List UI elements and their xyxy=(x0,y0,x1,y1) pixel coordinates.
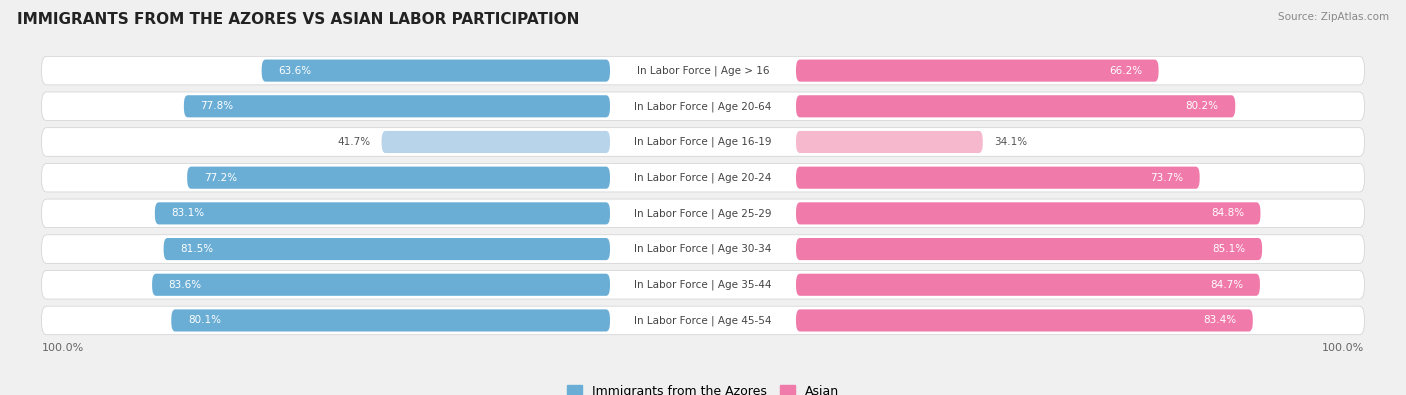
Text: In Labor Force | Age 30-34: In Labor Force | Age 30-34 xyxy=(634,244,772,254)
FancyBboxPatch shape xyxy=(796,95,1236,117)
Text: 77.2%: 77.2% xyxy=(204,173,236,182)
Text: 81.5%: 81.5% xyxy=(180,244,214,254)
FancyBboxPatch shape xyxy=(163,238,610,260)
FancyBboxPatch shape xyxy=(187,167,610,189)
Text: 83.1%: 83.1% xyxy=(172,209,204,218)
Text: IMMIGRANTS FROM THE AZORES VS ASIAN LABOR PARTICIPATION: IMMIGRANTS FROM THE AZORES VS ASIAN LABO… xyxy=(17,12,579,27)
Text: In Labor Force | Age 20-24: In Labor Force | Age 20-24 xyxy=(634,173,772,183)
FancyBboxPatch shape xyxy=(796,60,1159,82)
Text: 100.0%: 100.0% xyxy=(42,342,84,353)
Text: 83.4%: 83.4% xyxy=(1204,316,1236,325)
Text: 63.6%: 63.6% xyxy=(278,66,311,75)
FancyBboxPatch shape xyxy=(796,131,983,153)
FancyBboxPatch shape xyxy=(42,92,1364,120)
Text: 84.8%: 84.8% xyxy=(1211,209,1244,218)
FancyBboxPatch shape xyxy=(184,95,610,117)
Text: Source: ZipAtlas.com: Source: ZipAtlas.com xyxy=(1278,12,1389,22)
Text: In Labor Force | Age 25-29: In Labor Force | Age 25-29 xyxy=(634,208,772,218)
Text: In Labor Force | Age > 16: In Labor Force | Age > 16 xyxy=(637,65,769,76)
FancyBboxPatch shape xyxy=(796,309,1253,331)
Text: 73.7%: 73.7% xyxy=(1150,173,1182,182)
FancyBboxPatch shape xyxy=(42,199,1364,228)
Text: 85.1%: 85.1% xyxy=(1212,244,1246,254)
FancyBboxPatch shape xyxy=(152,274,610,296)
Text: In Labor Force | Age 35-44: In Labor Force | Age 35-44 xyxy=(634,280,772,290)
FancyBboxPatch shape xyxy=(796,238,1263,260)
FancyBboxPatch shape xyxy=(381,131,610,153)
Text: 100.0%: 100.0% xyxy=(1322,342,1364,353)
FancyBboxPatch shape xyxy=(42,235,1364,263)
Legend: Immigrants from the Azores, Asian: Immigrants from the Azores, Asian xyxy=(562,380,844,395)
FancyBboxPatch shape xyxy=(172,309,610,331)
FancyBboxPatch shape xyxy=(42,128,1364,156)
Text: In Labor Force | Age 20-64: In Labor Force | Age 20-64 xyxy=(634,101,772,111)
Text: 80.2%: 80.2% xyxy=(1185,101,1219,111)
FancyBboxPatch shape xyxy=(796,167,1199,189)
Text: 41.7%: 41.7% xyxy=(337,137,371,147)
Text: 83.6%: 83.6% xyxy=(169,280,202,290)
Text: 66.2%: 66.2% xyxy=(1109,66,1142,75)
FancyBboxPatch shape xyxy=(42,56,1364,85)
Text: 84.7%: 84.7% xyxy=(1211,280,1243,290)
FancyBboxPatch shape xyxy=(796,274,1260,296)
FancyBboxPatch shape xyxy=(155,202,610,224)
Text: In Labor Force | Age 16-19: In Labor Force | Age 16-19 xyxy=(634,137,772,147)
FancyBboxPatch shape xyxy=(262,60,610,82)
FancyBboxPatch shape xyxy=(42,164,1364,192)
FancyBboxPatch shape xyxy=(796,202,1260,224)
FancyBboxPatch shape xyxy=(42,306,1364,335)
Text: 80.1%: 80.1% xyxy=(188,316,221,325)
FancyBboxPatch shape xyxy=(42,271,1364,299)
Text: 77.8%: 77.8% xyxy=(201,101,233,111)
Text: In Labor Force | Age 45-54: In Labor Force | Age 45-54 xyxy=(634,315,772,326)
Text: 34.1%: 34.1% xyxy=(994,137,1026,147)
